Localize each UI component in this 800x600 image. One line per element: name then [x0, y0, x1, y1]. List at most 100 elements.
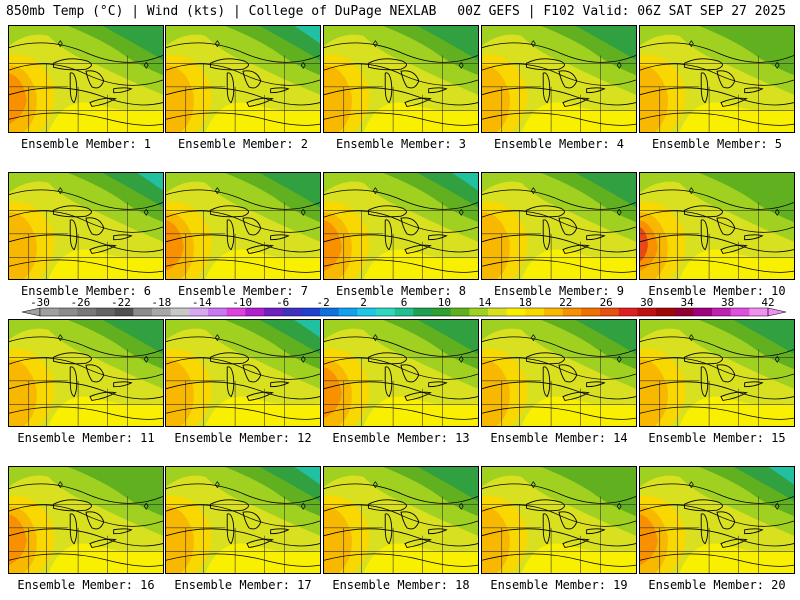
- lake-outline: [52, 205, 92, 218]
- lake-outline: [716, 511, 736, 530]
- ensemble-member-map: [8, 319, 164, 427]
- ensemble-member-map: [8, 172, 164, 280]
- lake-outline: [683, 352, 723, 365]
- lake-outline: [209, 499, 249, 512]
- ensemble-member-label: Ensemble Member: 12: [174, 431, 312, 445]
- lake-outline: [367, 205, 407, 218]
- ensemble-member-label: Ensemble Member: 20: [648, 578, 786, 592]
- lake-outline: [720, 97, 748, 107]
- lake-outline: [586, 87, 606, 94]
- station-marker: [616, 208, 622, 216]
- lake-outline: [404, 244, 432, 254]
- colorbar-swatch: [450, 308, 470, 316]
- temp-fill-warm: [9, 73, 27, 125]
- lake-outline: [242, 217, 262, 236]
- colorbar-swatch: [77, 308, 97, 316]
- colorbar-swatch: [133, 308, 153, 316]
- colorbar-swatch: [58, 308, 78, 316]
- height-contour: [324, 189, 478, 210]
- lake-outline: [52, 352, 92, 365]
- ensemble-member-map: [323, 319, 479, 427]
- colorbar-swatch: [96, 308, 115, 316]
- lake-outline: [586, 381, 606, 388]
- lake-outline: [89, 391, 117, 401]
- height-contour: [9, 63, 163, 86]
- colorbar-swatch: [562, 308, 582, 316]
- height-contour: [482, 87, 636, 106]
- height-contour: [9, 528, 163, 547]
- ensemble-member-map: [8, 25, 164, 133]
- station-marker: [688, 334, 694, 342]
- colorbar-swatch: [674, 308, 694, 316]
- height-contour: [324, 259, 478, 273]
- ensemble-member-label: Ensemble Member: 17: [174, 578, 312, 592]
- height-contour: [640, 112, 794, 126]
- lake-outline: [89, 244, 117, 254]
- station-marker: [530, 334, 536, 342]
- station-marker: [458, 61, 464, 69]
- station-marker: [372, 40, 378, 48]
- lake-outline: [562, 391, 590, 401]
- lake-outline: [89, 538, 117, 548]
- height-contour: [9, 336, 163, 357]
- height-contour: [9, 406, 163, 420]
- lake-outline: [367, 58, 407, 71]
- colorbar-swatch: [114, 308, 134, 316]
- lake-outline: [744, 234, 764, 241]
- colorbar-tick-label: -18: [151, 296, 171, 309]
- height-contour: [324, 381, 478, 400]
- temp-fill-warm: [324, 220, 342, 272]
- lake-outline: [683, 58, 723, 71]
- lake-outline: [242, 70, 262, 89]
- colorbar-tick-label: -22: [111, 296, 131, 309]
- station-marker: [774, 502, 780, 510]
- height-contour: [166, 63, 320, 86]
- height-contour: [482, 504, 636, 527]
- lake-outline: [720, 391, 748, 401]
- lake-outline: [744, 381, 764, 388]
- lake-outline: [270, 234, 290, 241]
- height-contour: [9, 381, 163, 400]
- colorbar-swatch: [488, 308, 507, 316]
- ensemble-member-map: [323, 25, 479, 133]
- station-marker: [214, 481, 220, 489]
- height-contour: [324, 63, 478, 86]
- lake-outline: [525, 499, 565, 512]
- station-marker: [530, 40, 536, 48]
- colorbar-swatch: [301, 308, 321, 316]
- height-contour: [166, 234, 320, 253]
- height-contour: [324, 553, 478, 567]
- ensemble-member-map: [481, 172, 637, 280]
- height-contour: [640, 381, 794, 400]
- height-contour: [324, 112, 478, 126]
- colorbar-swatch: [693, 308, 713, 316]
- lake-outline: [242, 364, 262, 383]
- temp-fill-cool: [575, 26, 636, 61]
- colorbar-swatch: [525, 308, 545, 316]
- lake-outline: [226, 72, 235, 104]
- station-marker: [143, 502, 149, 510]
- lake-outline: [562, 244, 590, 254]
- lake-outline: [89, 97, 117, 107]
- temp-fill-cool: [294, 467, 320, 485]
- lake-outline: [558, 70, 578, 89]
- lake-outline: [720, 244, 748, 254]
- colorbar-arrow-right: [767, 307, 787, 317]
- lake-outline: [113, 87, 133, 94]
- ensemble-member-label: Ensemble Member: 16: [17, 578, 155, 592]
- height-contour: [166, 504, 320, 527]
- ensemble-member-label: Ensemble Member: 15: [648, 431, 786, 445]
- ensemble-member-map: [165, 466, 321, 574]
- lake-outline: [52, 58, 92, 71]
- lake-outline: [85, 511, 105, 530]
- ensemble-member-label: Ensemble Member: 7: [177, 284, 309, 298]
- height-contour: [324, 210, 478, 233]
- height-contour: [482, 406, 636, 420]
- ensemble-member-label: Ensemble Member: 1: [20, 137, 152, 151]
- height-contour: [166, 336, 320, 357]
- height-contour: [324, 42, 478, 63]
- lake-outline: [428, 87, 448, 94]
- height-contour: [640, 189, 794, 210]
- station-marker: [774, 208, 780, 216]
- colorbar-swatch: [432, 308, 451, 316]
